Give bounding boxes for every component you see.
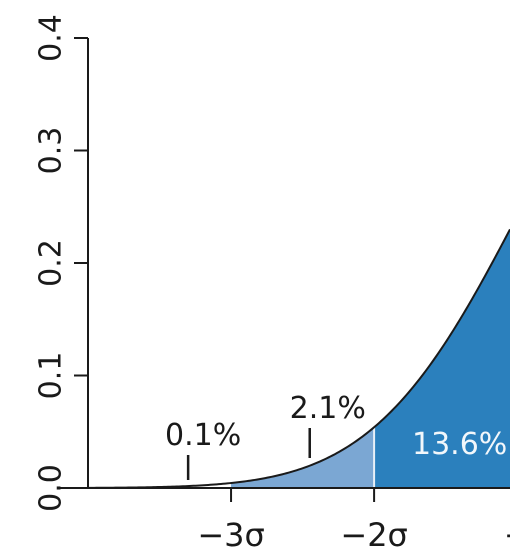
percent-label-1: 2.1% xyxy=(290,391,366,426)
labels-layer: 0.0 0.1 0.2 0.3 0.4 −3σ −2σ − 0.1% 2.1% 13.6% xyxy=(34,14,510,554)
percent-label-0: 0.1% xyxy=(165,418,241,453)
y-tick-label-4: 0.4 xyxy=(34,14,69,62)
percent-label-2: 13.6% xyxy=(412,427,507,462)
y-tick-label-2: 0.2 xyxy=(34,239,69,287)
region-area-1 xyxy=(231,427,375,488)
x-tick-label-2: − xyxy=(504,516,510,554)
x-tick-label-0: −3σ xyxy=(197,516,264,554)
y-tick-label-1: 0.1 xyxy=(34,352,69,400)
x-tick-label-1: −2σ xyxy=(340,516,407,554)
axes-layer xyxy=(60,37,510,502)
y-tick-label-3: 0.3 xyxy=(34,127,69,175)
y-tick-label-0: 0.0 xyxy=(34,464,69,512)
